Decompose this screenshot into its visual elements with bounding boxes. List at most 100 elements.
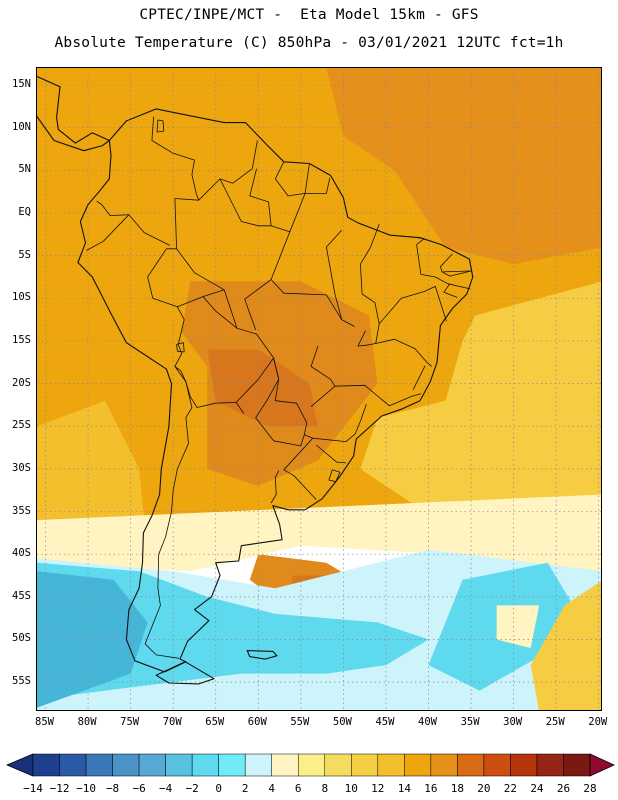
colorbar-swatch: [218, 753, 246, 777]
colorbar: [5, 753, 615, 777]
colorbar-swatch: [324, 753, 352, 777]
colorbar-swatch: [271, 753, 299, 777]
colorbar-swatch: [59, 753, 87, 777]
colorbar-tick-label: −8: [105, 782, 120, 795]
political-border: [235, 357, 305, 447]
lon-tick-label: 80W: [77, 716, 97, 728]
political-border: [86, 214, 130, 251]
colorbar-tick-label: 2: [241, 782, 249, 795]
lake-outline: [328, 469, 341, 483]
colorbar-tick-label: −14: [23, 782, 43, 795]
political-border: [325, 229, 355, 327]
political-border: [176, 248, 225, 291]
lat-tick-label: 40S: [12, 547, 31, 560]
colorbar-swatch: [351, 753, 379, 777]
colorbar-high-arrow: [589, 753, 615, 777]
political-border: [219, 178, 272, 227]
lon-tick-label: 20W: [588, 716, 608, 728]
political-border: [147, 168, 317, 500]
lon-tick-label: 45W: [375, 716, 395, 728]
tierra-del-fuego-coastline: [155, 661, 215, 685]
south-america-coastline: [77, 108, 474, 673]
political-border: [354, 403, 367, 435]
colorbar-tick-label: −10: [76, 782, 96, 795]
lat-tick-label: 45S: [12, 589, 31, 602]
lat-tick-label: 10N: [12, 120, 31, 133]
lat-tick-label: 50S: [12, 632, 31, 645]
political-border: [274, 161, 306, 197]
temperature-map: [37, 68, 601, 710]
colorbar-low-arrow: [5, 753, 34, 777]
colorbar-tick-label: −6: [132, 782, 146, 795]
colorbar-tick-label: −4: [158, 782, 173, 795]
colorbar-swatch: [563, 753, 591, 777]
chart-title-line2: Absolute Temperature (C) 850hPa - 03/01/…: [54, 35, 564, 51]
lat-tick-label: 30S: [12, 461, 31, 474]
political-border: [375, 338, 433, 367]
political-border: [315, 444, 347, 464]
gridlines: [37, 68, 601, 710]
falklands-coastline: [246, 650, 278, 660]
chart-title-line1: CPTEC/INPE/MCT - Eta Model 15km - GFS: [139, 7, 479, 23]
temperature-region-tropical-atlantic-warm: [326, 68, 601, 265]
political-border: [357, 223, 380, 347]
temperature-region-pacific-yellow: [37, 400, 148, 555]
lon-tick-label: 65W: [205, 716, 225, 728]
colorbar-swatch: [138, 753, 166, 777]
lat-tick-label: 55S: [12, 675, 31, 688]
lon-tick-label: 25W: [545, 716, 565, 728]
political-border: [443, 283, 458, 298]
colorbar-swatch: [377, 753, 405, 777]
lake-outline: [156, 119, 165, 133]
temperature-region-south-atlantic-yellow: [360, 281, 601, 529]
colorbar-swatch: [536, 753, 564, 777]
political-border: [251, 140, 258, 169]
colorbar-tick-label: 4: [268, 782, 276, 795]
temperature-region-atlantic-white-core: [496, 605, 540, 648]
lat-tick-label: 10S: [12, 291, 31, 304]
lat-tick-label: 15S: [12, 333, 31, 346]
political-border: [270, 279, 343, 320]
lon-tick-label: 30W: [503, 716, 523, 728]
lat-tick-label: EQ: [18, 206, 31, 218]
political-border: [412, 365, 426, 390]
colorbar-tick-label: −2: [185, 782, 199, 795]
lat-tick-label: 20S: [12, 376, 31, 389]
lon-tick-label: 40W: [418, 716, 437, 728]
political-border: [441, 270, 472, 277]
colorbar-swatch: [457, 753, 485, 777]
colorbar-tick-label: 12: [371, 782, 385, 795]
colorbar-swatch: [191, 753, 219, 777]
political-border: [416, 237, 425, 245]
colorbar-swatch: [297, 753, 326, 777]
political-border: [151, 116, 200, 201]
lon-tick-label: 50W: [332, 716, 352, 728]
colorbar-swatch: [32, 753, 60, 777]
political-border: [270, 470, 280, 504]
lat-tick-label: 15N: [12, 78, 31, 91]
political-border: [304, 163, 331, 194]
colorbar-swatch: [244, 753, 272, 777]
colorbar-tick-label: 18: [450, 782, 464, 795]
lat-tick-label: 5S: [18, 248, 31, 261]
colorbar-tick-label: 0: [215, 782, 222, 795]
colorbar-swatch: [430, 753, 458, 777]
colorbar-tick-label: 22: [503, 782, 518, 795]
political-border: [249, 168, 306, 233]
colorbar-tick-label: −12: [49, 782, 70, 795]
central-america-coastline: [37, 75, 110, 152]
lon-tick-label: 75W: [120, 716, 140, 728]
political-border: [416, 244, 471, 290]
colorbar-tick-label: 24: [530, 782, 544, 795]
colorbar-tick-label: 26: [556, 782, 571, 795]
temperature-region-pale-band: [37, 494, 601, 580]
political-border: [144, 366, 193, 659]
political-border: [439, 253, 472, 273]
colorbar-swatch: [85, 753, 113, 777]
lat-tick-label: 25S: [12, 419, 31, 432]
political-border: [128, 214, 170, 246]
temperature-region-southeast-yellow: [530, 581, 601, 710]
colorbar-tick-label: 20: [477, 782, 491, 795]
colorbar-tick-label: 14: [397, 782, 411, 795]
political-border: [244, 231, 291, 331]
